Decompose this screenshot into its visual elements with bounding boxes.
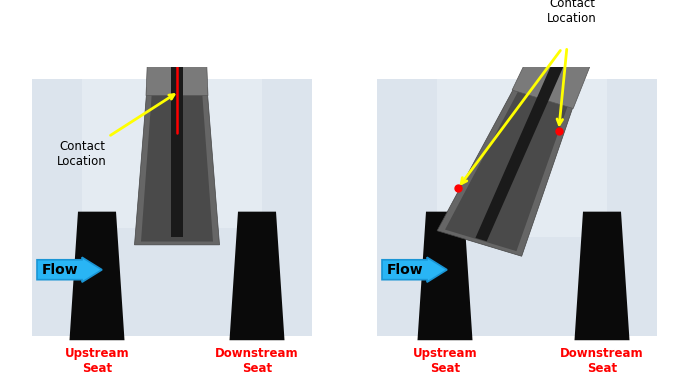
Polygon shape <box>575 212 629 340</box>
Text: Flow: Flow <box>387 263 424 277</box>
Text: Upstream
Seat: Upstream Seat <box>413 347 477 375</box>
Text: Contact
Location: Contact Location <box>547 0 597 25</box>
Polygon shape <box>171 25 183 237</box>
Text: Downstream
Seat: Downstream Seat <box>215 347 299 375</box>
Polygon shape <box>70 212 124 340</box>
FancyArrow shape <box>382 257 447 282</box>
Polygon shape <box>529 0 611 97</box>
Bar <box>82 79 262 228</box>
Polygon shape <box>159 0 195 91</box>
Bar <box>32 79 312 336</box>
Text: Downstream
Seat: Downstream Seat <box>560 347 644 375</box>
Polygon shape <box>230 212 284 340</box>
FancyArrow shape <box>37 257 102 282</box>
Text: Flow: Flow <box>42 263 79 277</box>
Polygon shape <box>135 87 219 245</box>
Polygon shape <box>141 90 213 241</box>
Polygon shape <box>445 76 573 251</box>
Polygon shape <box>146 9 208 96</box>
Polygon shape <box>437 71 580 256</box>
Polygon shape <box>475 27 579 241</box>
Bar <box>437 79 607 237</box>
Polygon shape <box>417 212 473 340</box>
Bar <box>377 79 657 336</box>
Polygon shape <box>512 2 609 108</box>
Text: Contact
Location: Contact Location <box>57 94 174 168</box>
Text: Upstream
Seat: Upstream Seat <box>65 347 129 375</box>
